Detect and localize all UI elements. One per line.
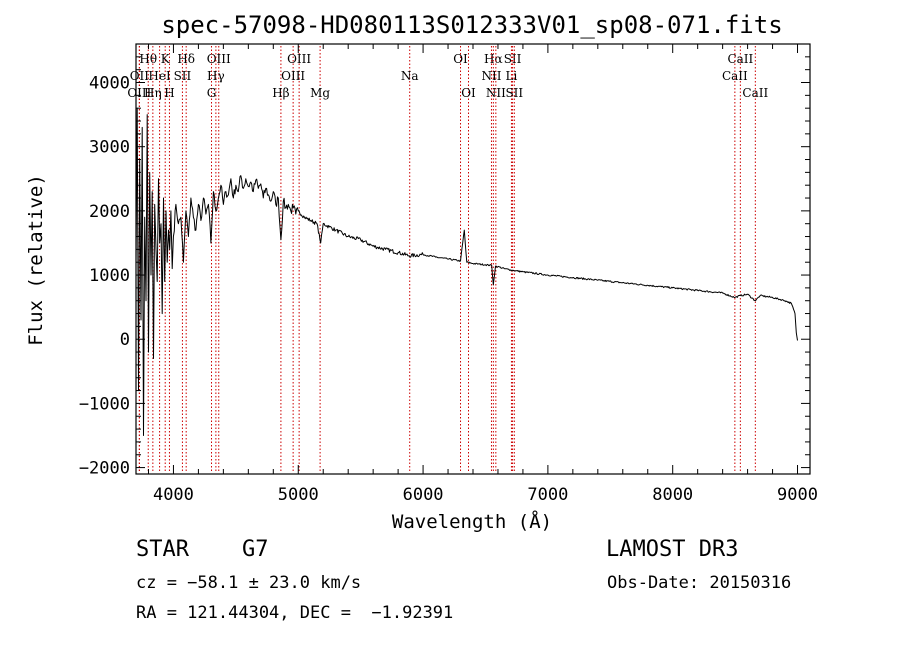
line-label: OI [461,86,476,100]
line-label: CaII [722,69,748,83]
y-tick-label: 2000 [89,202,130,222]
line-label: OIII [127,86,151,100]
line-label: OI [453,52,468,66]
y-tick-label: 3000 [89,138,130,158]
line-label: Na [401,69,419,83]
line-label: CaII [742,86,768,100]
line-label: SII [505,86,523,100]
spectrum-line [135,107,798,436]
y-axis: −2000 −1000 0 1000 2000 3000 4000 [79,56,810,479]
line-label: OIII [207,52,231,66]
x-tick-label: 8000 [652,485,693,505]
x-tick-label: 5000 [278,485,319,505]
y-tick-label: −2000 [79,459,130,479]
spectrum-layer [135,107,798,436]
y-tick-label: −1000 [79,394,130,414]
line-label: Hη [144,86,162,100]
y-tick-label: 4000 [89,74,130,94]
line-label: OIII [281,69,305,83]
line-label: G [207,86,217,100]
line-label: NII [486,86,506,100]
spectrum-chart: spec-57098-HD080113S012333V01_sp08-071.f… [25,11,818,533]
line-label: Li [506,69,518,83]
coordinates: RA = 121.44304, DEC = −1.92391 [136,603,454,623]
x-tick-label: 4000 [153,485,194,505]
line-label: Hθ [139,52,157,66]
x-axis-label: Wavelength (Å) [392,510,552,533]
x-tick-label: 9000 [777,485,818,505]
line-label: K [161,52,171,66]
line-label: H [164,86,174,100]
line-label: SII [174,69,192,83]
plot-frame [135,43,811,475]
y-axis-label: Flux (relative) [25,174,47,346]
object-class: STAR [136,537,189,562]
x-tick-label: 7000 [527,485,568,505]
line-label: NII [481,69,501,83]
redshift-value: cz = −58.1 ± 23.0 km/s [136,573,362,593]
line-label: HeI [148,69,171,83]
x-axis: 4000 5000 6000 7000 8000 9000 [147,44,818,505]
line-label: OII [130,69,150,83]
survey-name: LAMOST DR3 [606,537,739,562]
line-label: Hβ [272,86,289,100]
line-label: OIII [287,52,311,66]
line-label: Hδ [177,52,195,66]
line-label: Hα [484,52,503,66]
y-tick-label: 1000 [89,266,130,286]
x-tick-label: 6000 [403,485,444,505]
line-label: Mg [310,86,330,100]
object-subclass: G7 [242,537,269,562]
y-tick-label: 0 [120,330,130,350]
line-label: Hγ [207,69,225,83]
observation-date: Obs-Date: 20150316 [607,573,792,593]
chart-title: spec-57098-HD080113S012333V01_sp08-071.f… [161,11,782,39]
line-label: SII [504,52,522,66]
line-label: CaII [727,52,753,66]
